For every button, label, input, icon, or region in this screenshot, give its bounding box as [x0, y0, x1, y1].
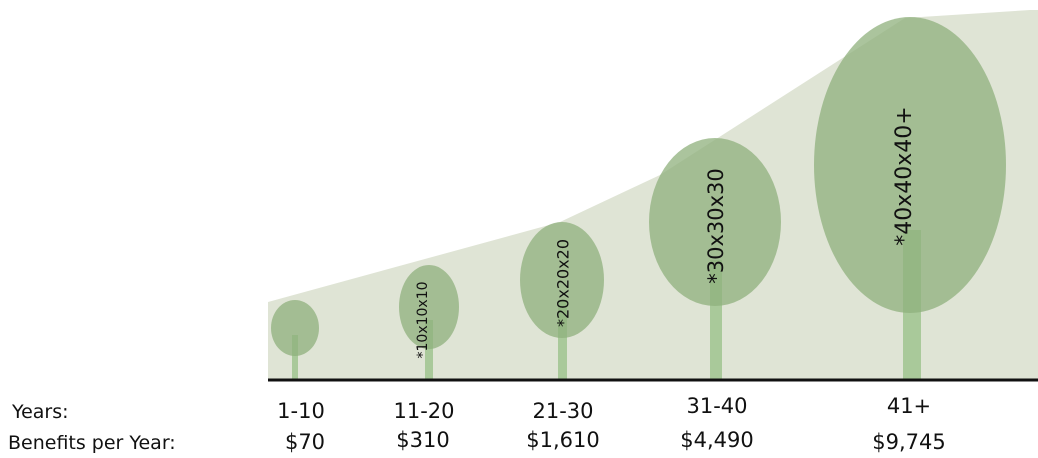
tree-label: *10x10x10	[415, 281, 431, 358]
tree-label: *20x20x20	[554, 239, 573, 327]
tree	[649, 138, 781, 380]
tree	[399, 265, 459, 380]
years: 41+	[887, 394, 931, 418]
years: 11-20	[393, 399, 454, 423]
row-label: Benefits per Year:	[8, 432, 176, 454]
row-label: Years:	[11, 401, 69, 423]
benefit: $70	[285, 430, 325, 454]
tree	[271, 300, 319, 380]
tree-label: *30x30x30	[704, 168, 728, 284]
tree-label: *40x40x40+	[892, 106, 917, 245]
benefit: $310	[396, 428, 449, 452]
years: 31-40	[686, 394, 747, 418]
years: 1-10	[277, 399, 325, 423]
benefit: $1,610	[526, 428, 599, 452]
benefit: $9,745	[872, 430, 945, 454]
tree	[520, 222, 604, 380]
benefit: $4,490	[680, 428, 753, 452]
years: 21-30	[532, 399, 593, 423]
tree	[814, 17, 1006, 380]
